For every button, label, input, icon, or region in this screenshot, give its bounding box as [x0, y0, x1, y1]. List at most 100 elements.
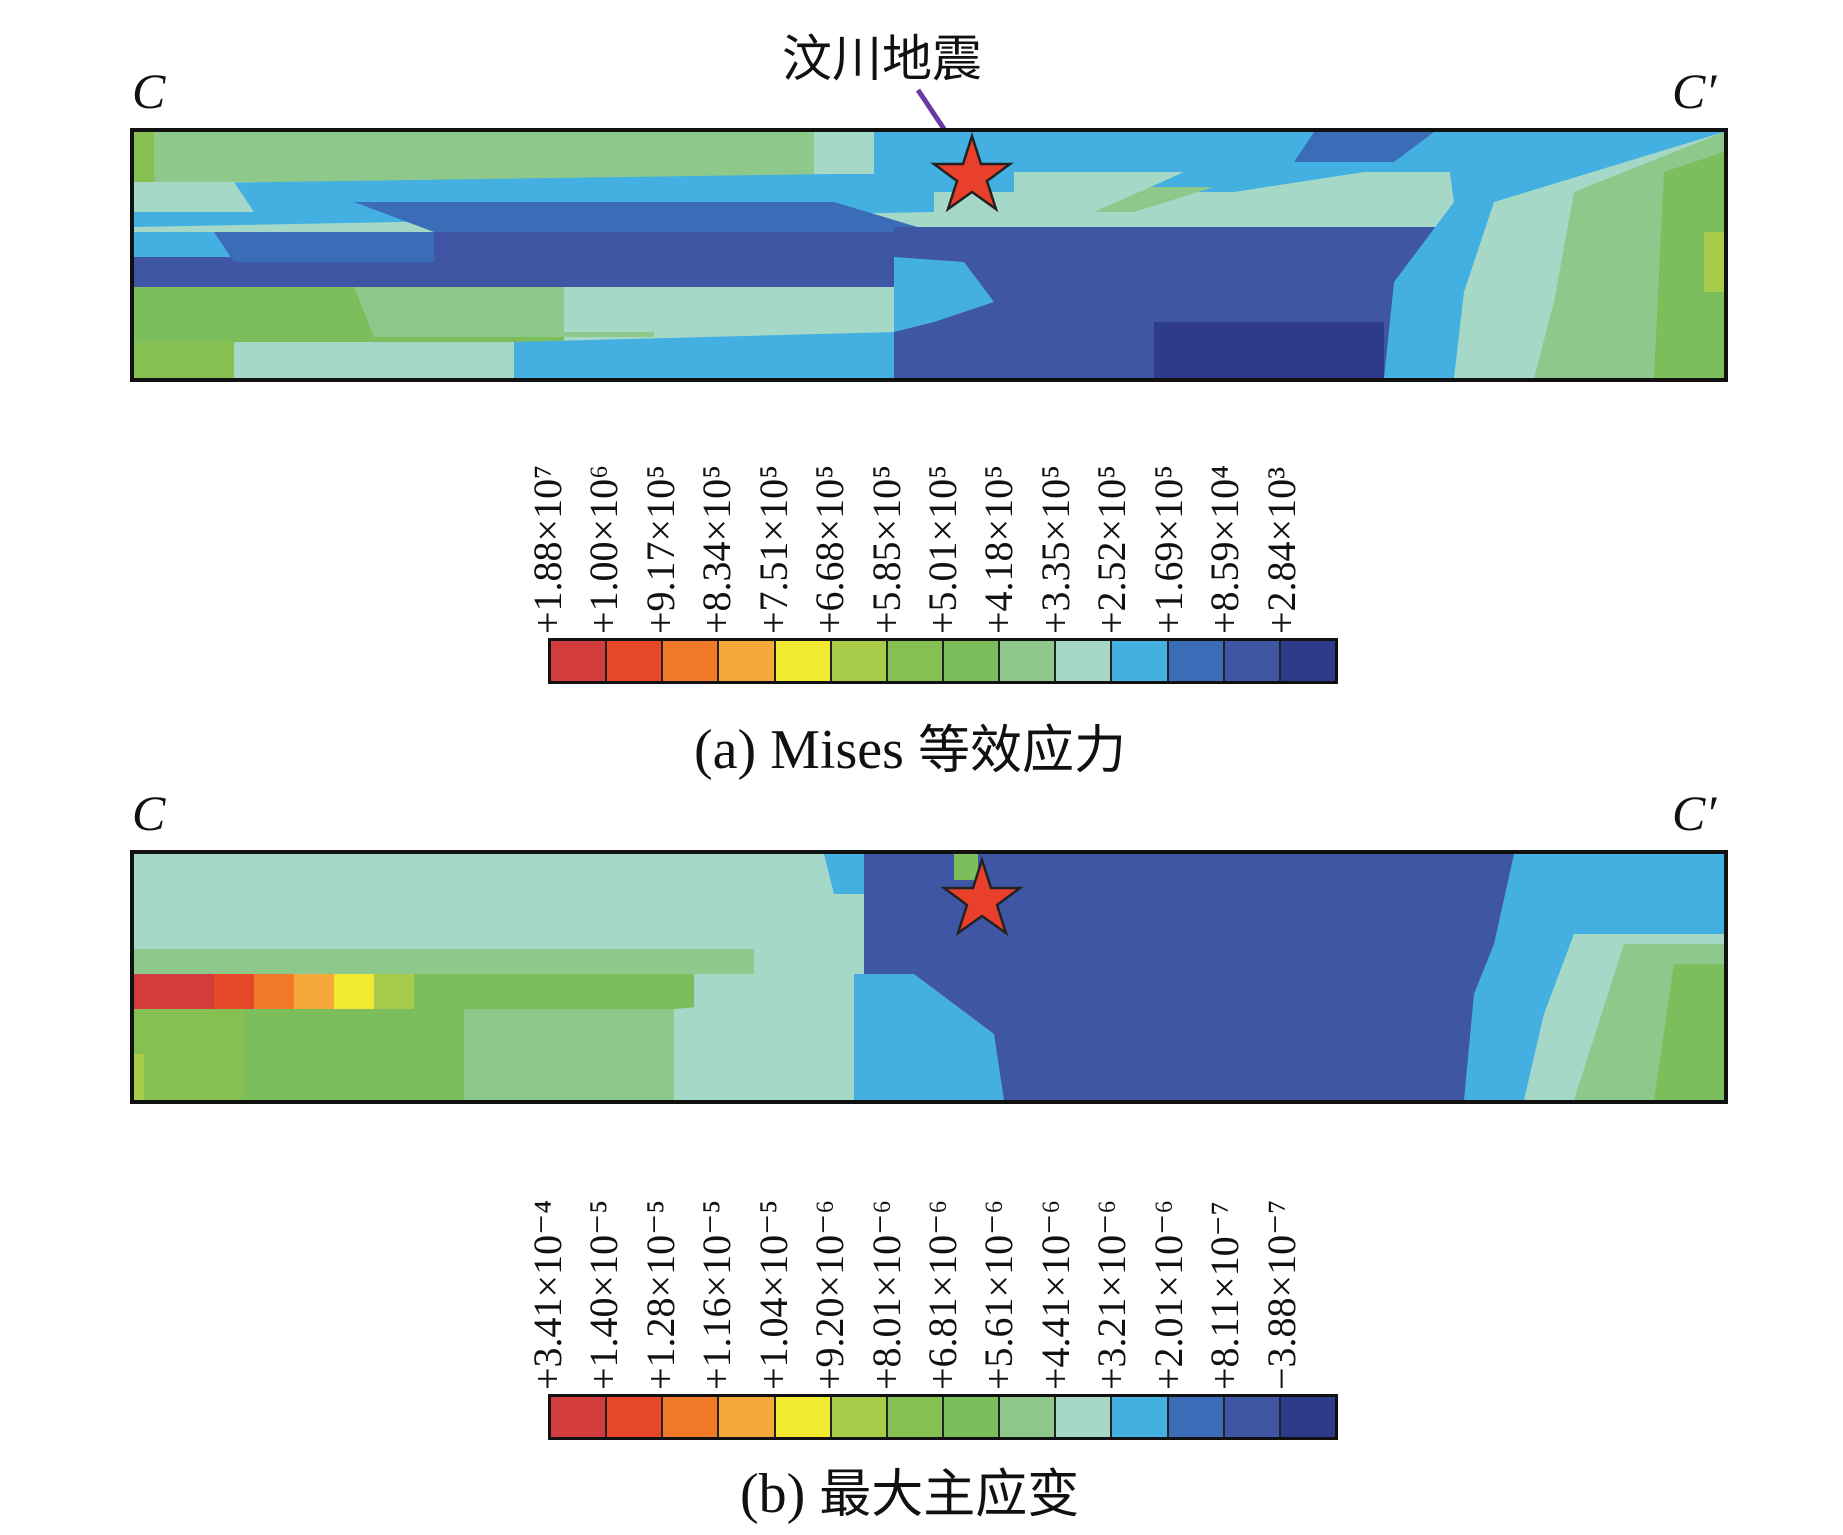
caption-a-title: 等效应力 — [917, 721, 1126, 781]
legend-color-cell — [1280, 1397, 1335, 1437]
legend-color-cell — [1056, 641, 1113, 681]
legend-tick-label: +1.69×10⁵ — [1146, 410, 1191, 634]
legend-color-cell — [1112, 1397, 1169, 1437]
mises-legend-ticks: +1.88×10⁷ +1.00×10⁶ +9.17×10⁵ +8.34×10⁵ +7.5… — [525, 410, 1338, 638]
legend-tick-label: +8.01×10⁻⁶ — [864, 1118, 909, 1390]
legend-tick-label: +8.34×10⁵ — [694, 410, 739, 634]
legend-color-cell — [943, 1397, 1001, 1437]
legend-tick-text: +1.88×10⁷ — [525, 464, 570, 634]
legend-color-cell — [1000, 641, 1057, 681]
legend-color-cell — [719, 641, 776, 681]
legend-color-cell — [943, 641, 1001, 681]
legend-tick-text: +1.28×10⁻⁵ — [638, 1199, 683, 1390]
epicenter-star-icon — [930, 132, 1014, 213]
section-start-label-b: C — [132, 785, 166, 841]
legend-tick-label: +2.01×10⁻⁶ — [1146, 1118, 1191, 1390]
legend-color-cell — [663, 641, 720, 681]
legend-color-cell — [1112, 641, 1169, 681]
caption-b: (b) 最大主应变 — [740, 1466, 1079, 1522]
epicenter-label: 汶川地震 — [782, 30, 982, 88]
legend-tick-text: +1.40×10⁻⁵ — [581, 1199, 626, 1390]
caption-a: (a) Mises 等效应力 — [694, 722, 1126, 778]
legend-color-cell — [1056, 1397, 1113, 1437]
legend-tick-text: +3.21×10⁻⁶ — [1089, 1199, 1134, 1390]
legend-tick-text: −3.88×10⁻⁷ — [1259, 1199, 1304, 1390]
legend-tick-text: +9.17×10⁵ — [638, 464, 683, 634]
caption-a-prefix: (a) Mises — [694, 719, 904, 781]
legend-color-cell — [1280, 641, 1335, 681]
legend-color-cell — [831, 641, 888, 681]
legend-tick-text: +1.04×10⁻⁵ — [751, 1199, 796, 1390]
legend-tick-label: +5.85×10⁵ — [864, 410, 909, 634]
legend-tick-label: +3.35×10⁵ — [1033, 410, 1078, 634]
legend-tick-label: +5.01×10⁵ — [920, 410, 965, 634]
legend-color-cell — [1224, 1397, 1281, 1437]
legend-color-cell — [551, 641, 608, 681]
section-end-label-a: C′ — [1672, 63, 1717, 119]
legend-tick-label: +1.16×10⁻⁵ — [694, 1118, 739, 1390]
legend-tick-text: +5.61×10⁻⁶ — [976, 1199, 1021, 1390]
legend-tick-label: +9.17×10⁵ — [638, 410, 683, 634]
mises-legend: +1.88×10⁷ +1.00×10⁶ +9.17×10⁵ +8.34×10⁵ +7.5… — [525, 410, 1338, 684]
legend-tick-label: +6.81×10⁻⁶ — [920, 1118, 965, 1390]
legend-tick-label: +8.59×10⁴ — [1202, 410, 1247, 634]
legend-tick-text: +2.01×10⁻⁶ — [1146, 1199, 1191, 1390]
mises-stress-field — [130, 128, 1728, 382]
legend-tick-text: +6.81×10⁻⁶ — [920, 1199, 965, 1390]
max-principal-strain-field — [130, 850, 1728, 1104]
legend-tick-text: +2.84×10³ — [1259, 466, 1304, 634]
legend-tick-label: +1.88×10⁷ — [525, 410, 570, 634]
legend-color-cell — [607, 1397, 664, 1437]
legend-tick-text: +8.01×10⁻⁶ — [864, 1199, 909, 1390]
section-end-label-b: C′ — [1672, 785, 1717, 841]
legend-tick-label: +3.21×10⁻⁶ — [1089, 1118, 1134, 1390]
legend-tick-label: +2.52×10⁵ — [1089, 410, 1134, 634]
legend-tick-label: +1.28×10⁻⁵ — [638, 1118, 683, 1390]
legend-color-cell — [551, 1397, 608, 1437]
legend-tick-label: +6.68×10⁵ — [807, 410, 852, 634]
legend-tick-text: +5.85×10⁵ — [864, 464, 909, 634]
legend-tick-text: +8.11×10⁻⁷ — [1202, 1201, 1247, 1390]
legend-tick-label: +4.41×10⁻⁶ — [1033, 1118, 1078, 1390]
legend-color-cell — [1168, 641, 1225, 681]
legend-color-cell — [887, 641, 944, 681]
legend-color-cell — [663, 1397, 720, 1437]
legend-tick-text: +8.34×10⁵ — [694, 464, 739, 634]
caption-b-title: 最大主应变 — [819, 1465, 1080, 1525]
legend-color-cell — [1000, 1397, 1057, 1437]
legend-color-cell — [607, 641, 664, 681]
legend-color-cell — [887, 1397, 944, 1437]
legend-color-cell — [831, 1397, 888, 1437]
legend-color-cell — [775, 641, 832, 681]
section-start-label-a: C — [132, 63, 166, 119]
legend-tick-text: +3.35×10⁵ — [1033, 464, 1078, 634]
legend-tick-text: +5.01×10⁵ — [920, 464, 965, 634]
legend-tick-text: +2.52×10⁵ — [1089, 464, 1134, 634]
strain-legend: +3.41×10⁻⁴ +1.40×10⁻⁵ +1.28×10⁻⁵ +1.16×10⁻⁵… — [525, 1118, 1338, 1440]
legend-color-cell — [1168, 1397, 1225, 1437]
legend-color-cell — [719, 1397, 776, 1437]
legend-tick-label: +8.11×10⁻⁷ — [1202, 1118, 1247, 1390]
legend-tick-text: +4.41×10⁻⁶ — [1033, 1199, 1078, 1390]
legend-tick-text: +1.69×10⁵ — [1146, 464, 1191, 634]
strain-legend-ticks: +3.41×10⁻⁴ +1.40×10⁻⁵ +1.28×10⁻⁵ +1.16×10⁻⁵… — [525, 1118, 1338, 1394]
legend-tick-text: +1.00×10⁶ — [581, 464, 626, 634]
legend-tick-label: +1.40×10⁻⁵ — [581, 1118, 626, 1390]
epicenter-star-icon-b — [940, 855, 1024, 937]
legend-tick-label: +3.41×10⁻⁴ — [525, 1118, 570, 1390]
legend-tick-label: −3.88×10⁻⁷ — [1259, 1118, 1304, 1390]
legend-tick-text: +4.18×10⁵ — [976, 464, 1021, 634]
legend-tick-text: +1.16×10⁻⁵ — [694, 1199, 739, 1390]
legend-tick-label: +2.84×10³ — [1259, 410, 1304, 634]
caption-b-prefix: (b) — [740, 1463, 806, 1525]
legend-tick-text: +3.41×10⁻⁴ — [525, 1199, 570, 1390]
legend-color-cell — [775, 1397, 832, 1437]
legend-tick-label: +1.00×10⁶ — [581, 410, 626, 634]
legend-tick-label: +4.18×10⁵ — [976, 410, 1021, 634]
strain-color-bar — [548, 1394, 1338, 1440]
legend-tick-text: +6.68×10⁵ — [807, 464, 852, 634]
legend-color-cell — [1224, 641, 1281, 681]
mises-color-bar — [548, 638, 1338, 684]
legend-tick-text: +7.51×10⁵ — [751, 464, 796, 634]
legend-tick-text: +8.59×10⁴ — [1202, 464, 1247, 634]
